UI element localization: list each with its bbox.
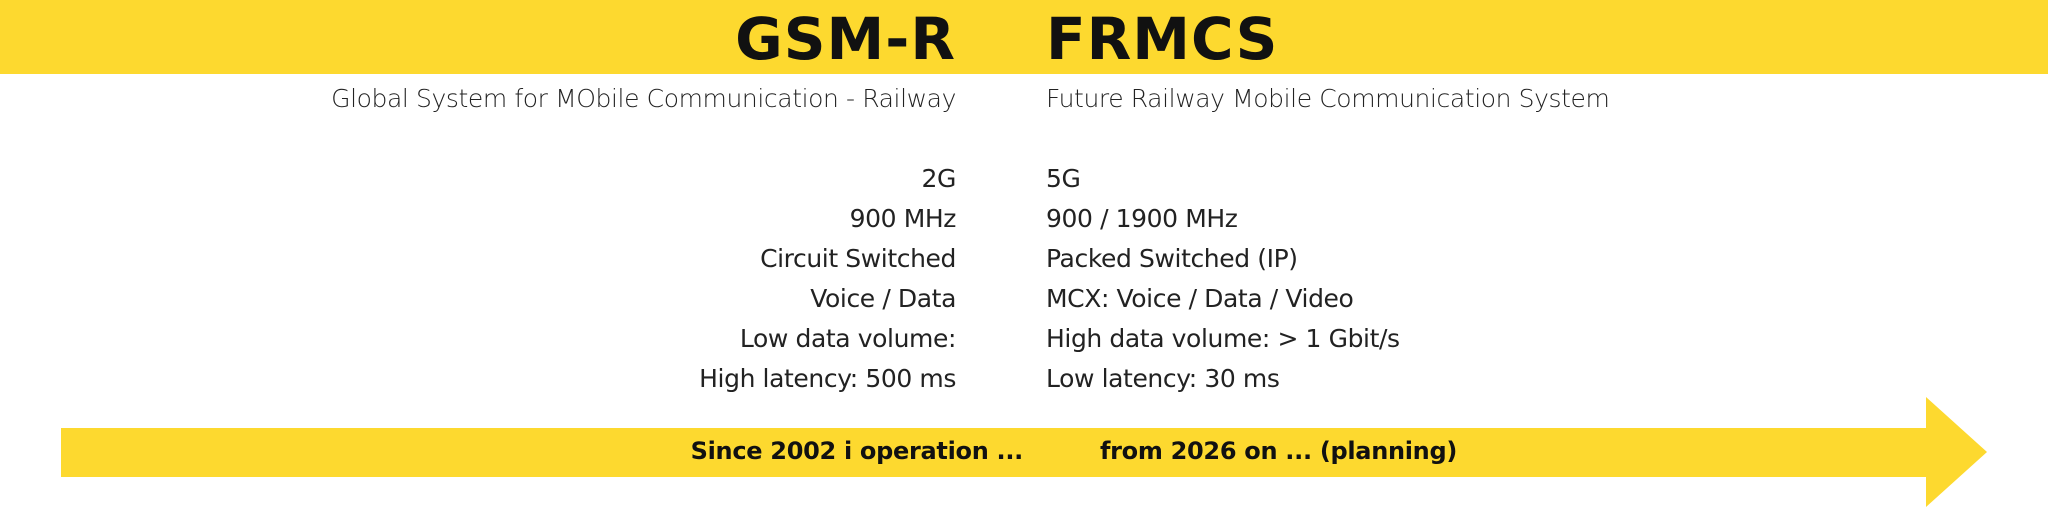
frmcs-title: FRMCS	[1046, 5, 1279, 73]
gsmr-feature-list: 2G 900 MHz Circuit Switched Voice / Data…	[699, 159, 956, 399]
frmcs-feature-frequency: 900 / 1900 MHz	[1046, 204, 1238, 233]
gsmr-subtitle: Global System for MObile Communication -…	[331, 84, 956, 113]
frmcs-feature-latency: Low latency: 30 ms	[1046, 364, 1280, 393]
gsmr-feature-generation: 2G	[921, 164, 957, 193]
gsmr-title: GSM-R	[735, 5, 956, 73]
frmcs-feature-generation: 5G	[1046, 164, 1081, 193]
gsmr-feature-services: Voice / Data	[810, 284, 956, 313]
timeline-arrow-shape	[61, 397, 1987, 507]
frmcs-feature-switching: Packed Switched (IP)	[1046, 244, 1298, 273]
header-band	[0, 0, 2048, 74]
frmcs-feature-list: 5G 900 / 1900 MHz Packed Switched (IP) M…	[1046, 159, 1400, 399]
timeline-label-frmcs: from 2026 on ... (planning)	[1100, 437, 1458, 465]
gsmr-feature-data-volume: Low data volume:	[739, 324, 956, 353]
frmcs-subtitle: Future Railway Mobile Communication Syst…	[1046, 84, 1610, 113]
frmcs-feature-data-volume: High data volume: > 1 Gbit/s	[1046, 324, 1400, 353]
gsmr-feature-switching: Circuit Switched	[760, 244, 956, 273]
gsmr-feature-frequency: 900 MHz	[849, 204, 957, 233]
timeline-label-gsmr: Since 2002 i operation ...	[690, 437, 1024, 465]
frmcs-feature-services: MCX: Voice / Data / Video	[1046, 284, 1354, 313]
gsmr-feature-latency: High latency: 500 ms	[699, 364, 956, 393]
